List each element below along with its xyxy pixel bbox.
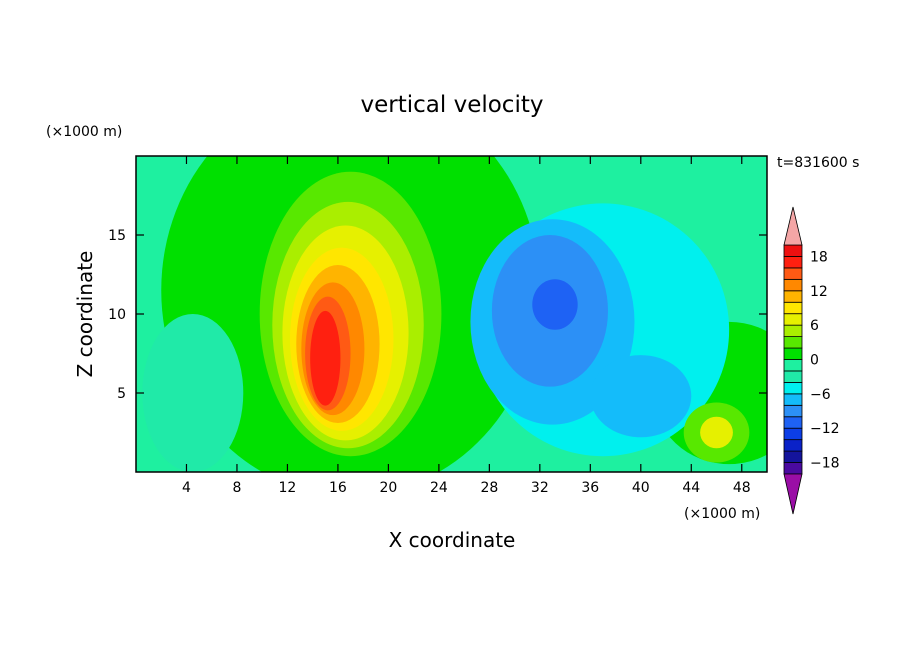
x-tick-label: 16	[329, 480, 347, 496]
x-tick-label: 20	[379, 480, 397, 496]
x-axis-label: X coordinate	[389, 528, 516, 552]
colorbar-tick-label: 6	[810, 318, 819, 334]
y-axis-label: Z coordinate	[73, 251, 97, 378]
colorbar-band	[783, 462, 803, 475]
y-tick-label: 15	[108, 228, 126, 244]
x-unit-label: (×1000 m)	[684, 506, 760, 522]
colorbar-tick-label: 0	[810, 353, 819, 369]
x-tick-label: 28	[480, 480, 498, 496]
x-axis-ticks: 4 8 12 16 20 24 28 32 36 40 44 48	[182, 156, 751, 496]
colorbar-band	[783, 439, 803, 452]
colorbar-band	[783, 244, 803, 257]
colorbar-band	[783, 290, 803, 303]
colorbar-band	[783, 278, 803, 292]
colorbar: 18 12 6 0 −6 −12 −18	[783, 206, 840, 515]
colorbar-band	[783, 381, 803, 395]
colorbar-lower-extension	[783, 473, 803, 515]
x-tick-label: 44	[682, 480, 700, 496]
colorbar-band	[783, 347, 803, 360]
colorbar-band	[783, 256, 803, 269]
colorbar-band	[783, 427, 803, 441]
small-updraft-core	[700, 416, 733, 449]
colorbar-band	[783, 416, 803, 429]
colorbar-band	[783, 313, 803, 326]
cyan-region-left	[142, 314, 244, 472]
colorbar-band	[783, 301, 803, 315]
contour-field	[142, 156, 767, 472]
colorbar-band	[783, 393, 803, 406]
x-tick-label: 32	[531, 480, 549, 496]
x-tick-label: 40	[632, 480, 650, 496]
deepblue-core	[532, 279, 578, 330]
colorbar-tick-label: 12	[810, 284, 828, 300]
y-axis-ticks: 5 10 15	[108, 228, 767, 402]
time-label: t=831600 s	[777, 155, 859, 171]
colorbar-upper-extension	[783, 206, 803, 246]
x-tick-label: 48	[733, 480, 751, 496]
chart-title: vertical velocity	[361, 92, 544, 118]
x-tick-label: 36	[581, 480, 599, 496]
colorbar-band	[783, 450, 803, 463]
y-tick-label: 10	[108, 307, 126, 323]
colorbar-band	[783, 336, 803, 349]
x-tick-label: 4	[182, 480, 191, 496]
lightblue-region-low	[590, 355, 692, 438]
updraft-level-17	[310, 310, 341, 406]
colorbar-band	[783, 370, 803, 383]
colorbar-band	[783, 359, 803, 372]
colorbar-tick-label: −6	[810, 387, 831, 403]
plot-area	[136, 156, 767, 472]
colorbar-tick-label: −18	[810, 456, 840, 472]
colorbar-tick-label: −12	[810, 421, 840, 437]
x-tick-label: 12	[279, 480, 297, 496]
colorbar-band	[783, 324, 803, 337]
x-tick-label: 8	[232, 480, 241, 496]
colorbar-band	[783, 404, 803, 418]
colorbar-band	[783, 267, 803, 280]
y-tick-label: 5	[117, 386, 126, 402]
x-tick-label: 24	[430, 480, 448, 496]
colorbar-tick-label: 18	[810, 249, 828, 265]
y-unit-label: (×1000 m)	[46, 124, 122, 140]
